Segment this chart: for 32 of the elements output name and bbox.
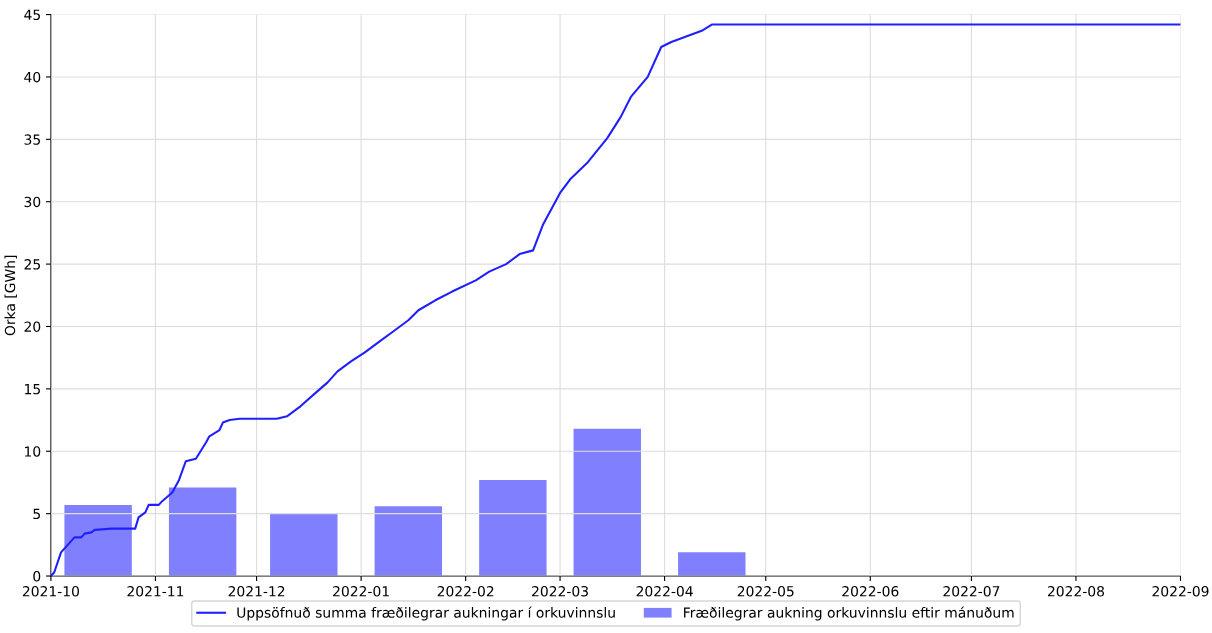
y-tick-label: 5 xyxy=(33,508,40,520)
x-tick-label: 2022-04 xyxy=(636,586,693,597)
x-tick-label: 2022-02 xyxy=(437,586,494,597)
legend-label: Uppsöfnuð summa fræðilegrar aukningar í orkuvinnslu xyxy=(237,606,615,621)
x-tick-label: 2021-12 xyxy=(228,586,285,597)
bar xyxy=(573,428,641,577)
y-tick-label: 35 xyxy=(24,134,40,145)
x-tick-label: 2022-05 xyxy=(737,586,794,597)
y-tick-label: 15 xyxy=(25,384,40,395)
bar xyxy=(374,506,443,577)
bar xyxy=(479,479,547,577)
y-tick-label: 20 xyxy=(24,321,41,332)
y-tick-label: 40 xyxy=(24,71,41,83)
x-tick-label: 2021-11 xyxy=(127,586,184,597)
y-tick-label: 45 xyxy=(24,9,40,21)
y-tick-label: 25 xyxy=(24,259,40,270)
y-tick-label: 10 xyxy=(25,446,41,457)
bar xyxy=(168,487,237,577)
y-tick-label: 0 xyxy=(33,571,41,582)
x-tick-label: 2022-03 xyxy=(532,586,588,597)
bar xyxy=(64,504,132,577)
legend-label: Fræðilegrar aukning orkuvinnslu eftir mánuðum xyxy=(684,606,1014,621)
bar xyxy=(678,552,746,577)
x-tick-label: 2022-07 xyxy=(943,586,1000,597)
y-axis-title: Orka [GWh] xyxy=(4,255,17,336)
x-tick-label: 2021-10 xyxy=(22,586,79,597)
x-tick-label: 2022-06 xyxy=(842,586,899,597)
bar xyxy=(270,513,338,577)
x-tick-label: 2022-08 xyxy=(1047,586,1105,597)
x-tick-label: 2022-01 xyxy=(333,586,389,597)
x-tick-label: 2022-09 xyxy=(1152,586,1209,597)
y-tick-label: 30 xyxy=(24,196,41,208)
